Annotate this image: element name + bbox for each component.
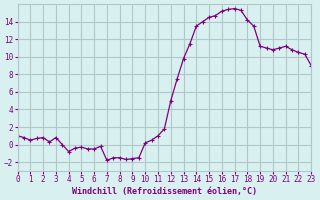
X-axis label: Windchill (Refroidissement éolien,°C): Windchill (Refroidissement éolien,°C) (72, 187, 257, 196)
